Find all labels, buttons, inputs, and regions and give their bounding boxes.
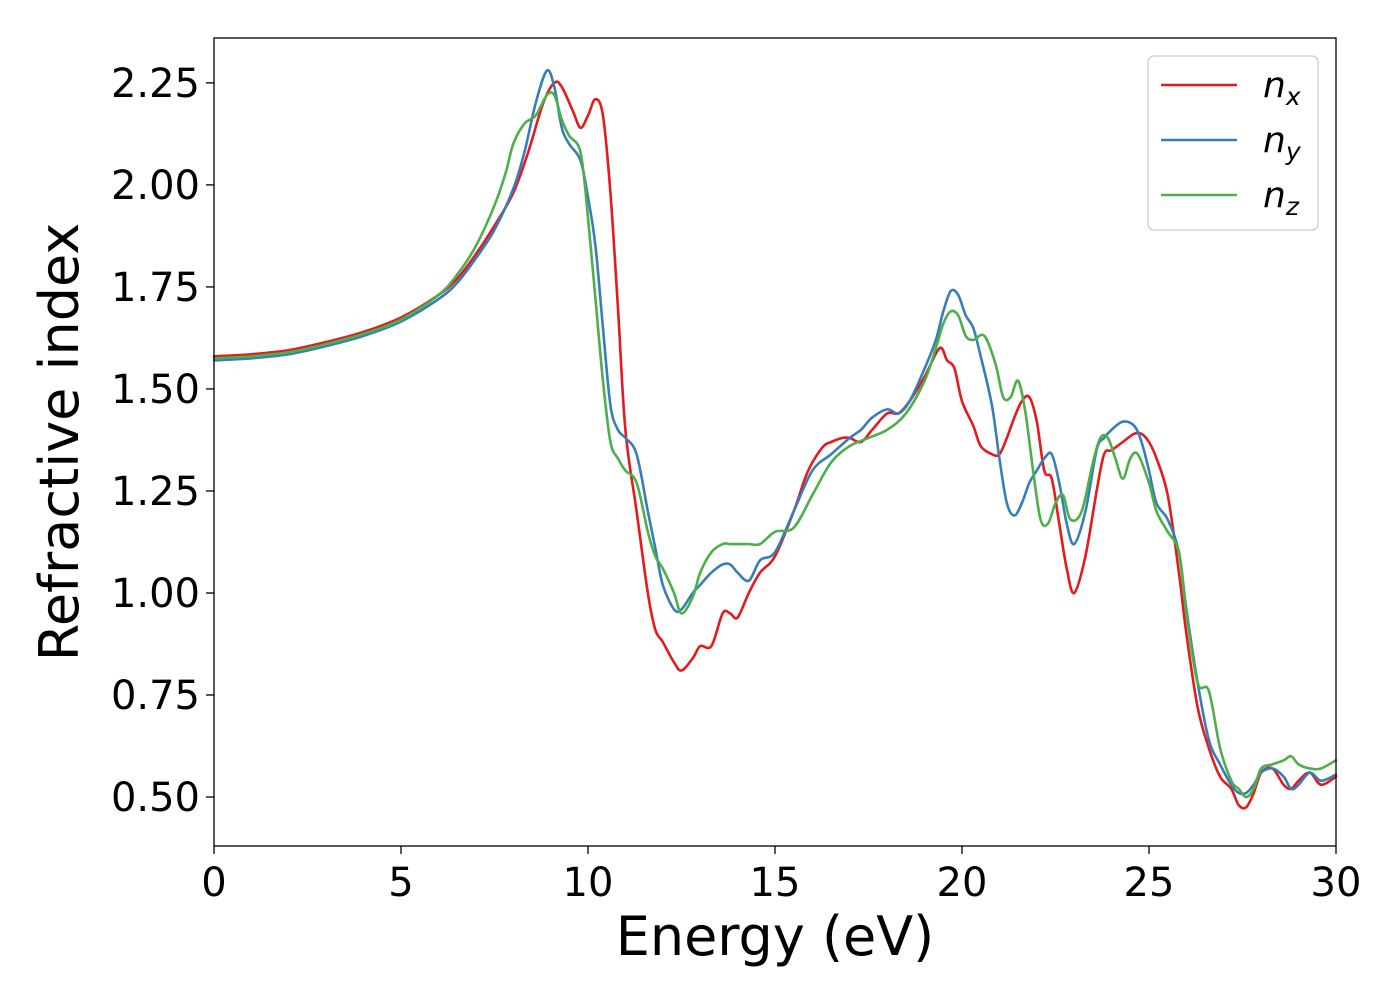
y-axis: 0.50 0.75 1.00 1.25 1.50 1.75 2.00 2.25	[111, 61, 214, 821]
legend-box	[1147, 55, 1319, 231]
legend-label-main: n	[1263, 175, 1286, 216]
legend-label-subscript: y	[1285, 137, 1302, 166]
y-axis-title: Refractive index	[28, 223, 91, 662]
y-tick-label: 2.25	[111, 61, 200, 107]
y-tick-label: 0.50	[111, 775, 200, 821]
y-tick-label: 1.00	[111, 571, 200, 617]
legend-label-nx: nx	[1263, 65, 1301, 111]
x-axis-title: Energy (eV)	[616, 905, 935, 968]
x-tick-label: 10	[563, 860, 614, 906]
x-tick-label: 0	[201, 860, 226, 906]
x-tick-label: 15	[750, 860, 801, 906]
legend-label-subscript: z	[1285, 192, 1300, 221]
x-tick-label: 20	[937, 860, 988, 906]
x-tick-label: 5	[388, 860, 413, 906]
series-line-nx	[212, 80, 1338, 810]
plot-lines	[212, 68, 1338, 810]
legend-label-nz: nz	[1263, 175, 1300, 221]
y-tick-label: 1.25	[111, 469, 200, 515]
legend-label-main: n	[1263, 120, 1286, 161]
y-tick-label: 1.75	[111, 265, 200, 311]
legend-label-subscript: x	[1285, 82, 1301, 111]
x-tick-label: 30	[1311, 860, 1362, 906]
y-tick-label: 2.00	[111, 163, 200, 209]
series-line-nz	[212, 91, 1338, 799]
legend-label-main: n	[1263, 65, 1286, 106]
x-tick-label: 25	[1124, 860, 1175, 906]
legend-label-ny: ny	[1263, 120, 1302, 166]
y-tick-label: 0.75	[111, 673, 200, 719]
y-tick-label: 1.50	[111, 367, 200, 413]
x-axis: 0 5 10 15 20 25 30	[201, 846, 1361, 906]
